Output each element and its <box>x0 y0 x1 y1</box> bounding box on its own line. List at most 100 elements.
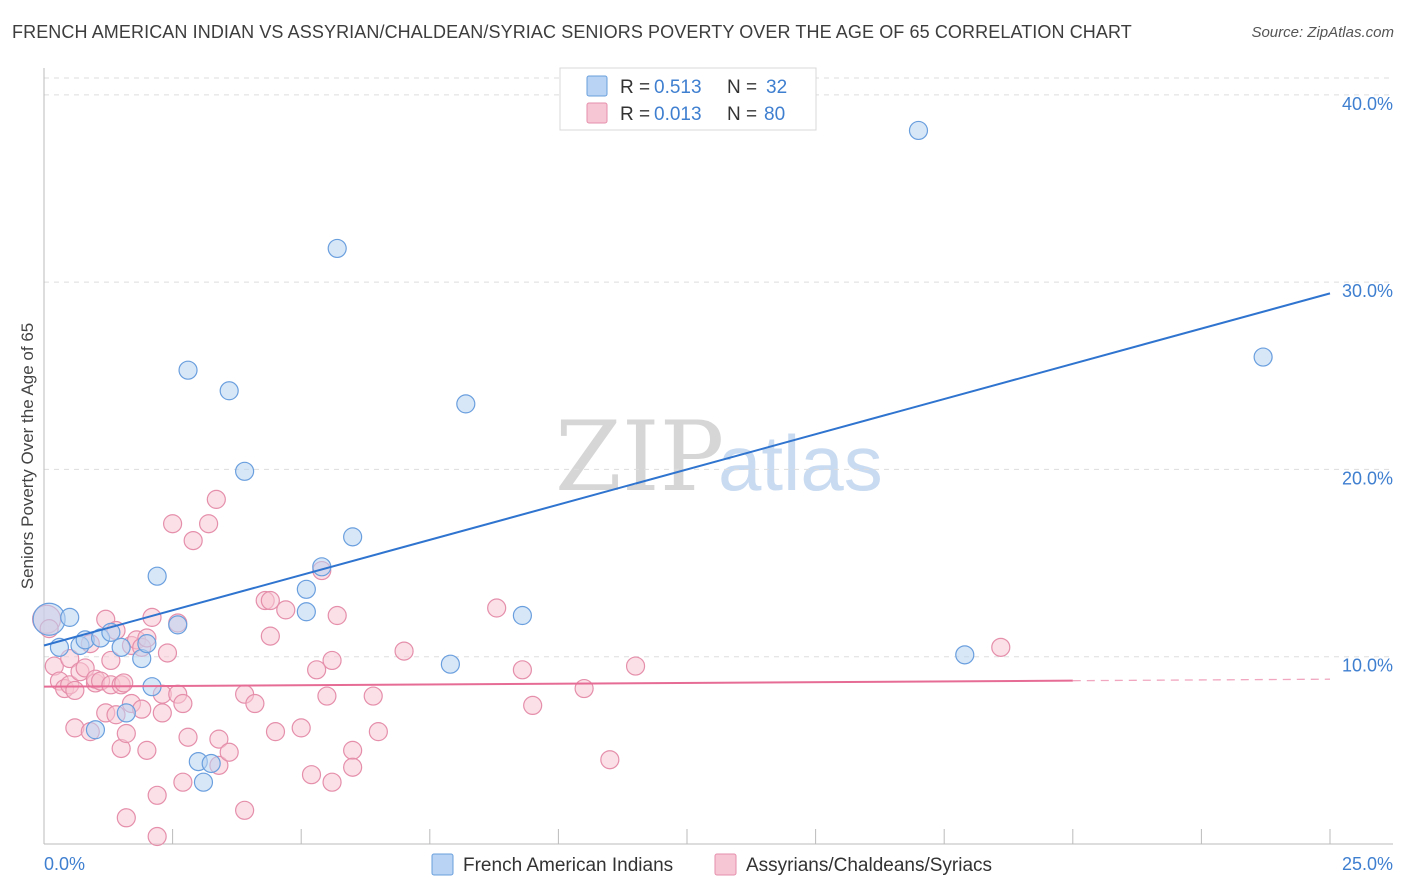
legend-r-label-1: R = <box>620 77 650 98</box>
pink-point-65 <box>322 772 342 792</box>
legend-n-label-2: N = <box>727 104 757 125</box>
x-tick-label-max: 25.0% <box>1342 854 1393 874</box>
bottom-legend-label-pink: Assyrians/Chaldeans/Syriacs <box>746 855 992 876</box>
pink-point-48 <box>209 729 229 749</box>
pink-point-44 <box>178 727 198 747</box>
series-legend: French American Indians Assyrians/Chalde… <box>431 853 992 876</box>
pink-point-36 <box>152 703 172 723</box>
pink-point-57 <box>265 722 286 742</box>
blue-point-20 <box>296 579 316 599</box>
pink-point-19 <box>101 650 121 671</box>
legend-n-value-2: 80 <box>764 104 785 125</box>
legend-r-label-2: R = <box>620 104 650 125</box>
blue-point-25 <box>440 654 460 674</box>
blue-point-12 <box>147 566 167 586</box>
pink-point-78 <box>991 637 1011 657</box>
blue-point-27 <box>512 605 532 626</box>
blue-point-17 <box>201 753 221 774</box>
pink-point-74 <box>523 695 543 716</box>
pink-point-46 <box>199 514 219 534</box>
pink-point-47 <box>206 489 226 509</box>
pink-point-63 <box>317 686 337 706</box>
series-assyrians-points <box>31 489 1011 847</box>
blue-point-28 <box>908 120 929 141</box>
blue-point-23 <box>327 238 347 259</box>
pink-point-43 <box>173 772 193 792</box>
pink-point-53 <box>245 693 265 714</box>
pink-point-42 <box>173 693 193 714</box>
pink-point-35 <box>147 826 167 847</box>
pink-point-55 <box>260 590 280 611</box>
blue-point-19 <box>235 461 255 481</box>
pink-point-64 <box>322 650 342 671</box>
pink-point-75 <box>574 678 594 699</box>
pink-point-7 <box>65 680 85 701</box>
pink-point-25 <box>116 808 136 828</box>
blue-point-24 <box>343 527 363 547</box>
watermark: ZIP atlas <box>555 401 883 513</box>
blue-point-13 <box>168 615 188 635</box>
watermark-atlas: atlas <box>718 419 883 507</box>
legend-r-value-2: 0.013 <box>654 104 702 125</box>
pink-point-56 <box>260 626 280 646</box>
trend-line-1-solid <box>43 679 1073 688</box>
pink-point-73 <box>512 660 532 680</box>
pink-point-58 <box>276 600 296 620</box>
y-axis-label: Seniors Poverty Over the Age of 65 <box>18 323 37 589</box>
blue-point-1 <box>60 607 80 627</box>
y-tick-label-2: 30.0% <box>1342 281 1393 301</box>
blue-point-30 <box>1253 347 1273 367</box>
blue-point-16 <box>193 772 214 792</box>
pink-point-34 <box>147 785 167 805</box>
pink-point-39 <box>163 514 183 534</box>
pink-point-45 <box>183 530 203 551</box>
blue-point-8 <box>116 703 136 723</box>
pink-point-72 <box>487 598 507 618</box>
blue-point-7 <box>111 637 131 657</box>
blue-point-31 <box>85 720 106 740</box>
pink-point-60 <box>301 765 322 785</box>
trend-line-0 <box>43 292 1331 647</box>
pink-point-71 <box>394 641 414 661</box>
blue-point-14 <box>178 360 198 380</box>
pink-point-69 <box>363 686 383 706</box>
blue-point-18 <box>219 381 239 401</box>
pink-point-76 <box>600 750 620 770</box>
pink-point-52 <box>235 800 255 820</box>
bottom-legend-label-blue: French American Indians <box>463 855 673 876</box>
x-tick-label-min: 0.0% <box>44 854 85 874</box>
trend-line-1-dashed <box>1072 678 1331 682</box>
legend-swatch-pink <box>586 102 608 124</box>
y-tick-label-0: 10.0% <box>1342 656 1393 676</box>
chart-title: FRENCH AMERICAN INDIAN VS ASSYRIAN/CHALD… <box>12 22 1132 42</box>
blue-point-29 <box>955 645 975 665</box>
axes <box>43 68 1393 845</box>
pink-point-59 <box>291 718 311 738</box>
pink-point-38 <box>157 643 178 663</box>
series-french-american-indians-points <box>32 120 1273 792</box>
pink-point-68 <box>343 757 363 777</box>
y-tick-label-1: 20.0% <box>1342 468 1393 488</box>
grid-lines <box>44 77 1393 658</box>
pink-point-67 <box>343 740 363 760</box>
pink-point-50 <box>219 742 239 762</box>
legend-r-value-1: 0.513 <box>654 77 702 98</box>
pink-point-70 <box>368 722 388 742</box>
legend-swatch-blue <box>586 75 608 97</box>
pink-point-61 <box>307 660 327 680</box>
pink-point-66 <box>327 605 347 626</box>
bottom-legend-swatch-blue <box>431 853 454 876</box>
blue-point-21 <box>296 602 316 622</box>
source-credit: Source: ZipAtlas.com <box>1251 24 1394 41</box>
stats-legend: R = 0.513 N = 32 R = 0.013 N = 80 <box>559 67 817 131</box>
bottom-legend-swatch-pink <box>714 853 737 876</box>
pink-point-24 <box>116 723 136 744</box>
pink-point-79 <box>114 673 134 693</box>
y-tick-label-3: 40.0% <box>1342 94 1393 114</box>
y-tick-labels: 10.0% 20.0% 30.0% 40.0% <box>1342 94 1393 676</box>
x-tick-marks <box>43 829 1331 844</box>
watermark-zip: ZIP <box>555 401 724 513</box>
trend-lines <box>43 292 1331 688</box>
legend-n-label-1: N = <box>727 77 757 98</box>
